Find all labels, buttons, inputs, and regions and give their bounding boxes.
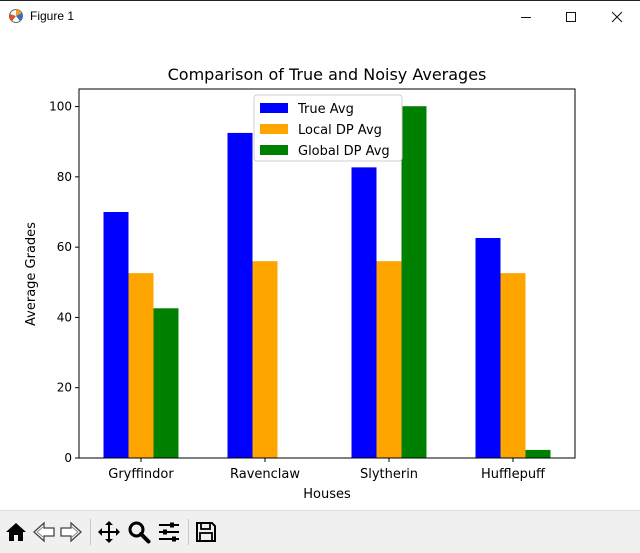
window-title: Figure 1	[30, 9, 75, 23]
x-tick-label: Ravenclaw	[230, 467, 300, 482]
legend-swatch	[260, 145, 288, 155]
minimize-icon	[521, 16, 531, 18]
navigation-toolbar	[0, 510, 640, 553]
window-titlebar: Figure 1	[0, 0, 640, 32]
y-tick-label: 40	[57, 310, 72, 324]
bar-hufflepuff-local-dp-avg	[500, 273, 526, 458]
bar-slytherin-global-dp-avg	[401, 106, 427, 458]
legend-swatch	[260, 103, 288, 113]
legend: True Avg Local DP Avg Global DP Avg	[253, 94, 403, 162]
back-arrow-icon[interactable]	[32, 520, 56, 544]
home-icon[interactable]	[4, 520, 28, 544]
pan-move-icon[interactable]	[97, 520, 121, 544]
bar-ravenclaw-local-dp-avg	[252, 261, 278, 458]
x-axis-label: Houses	[303, 487, 351, 502]
legend-label: Global DP Avg	[298, 144, 390, 159]
close-button[interactable]	[594, 1, 640, 32]
bar-gryffindor-local-dp-avg	[128, 273, 154, 458]
figure-canvas: Comparison of True and Noisy Averages 0 2…	[0, 31, 640, 510]
forward-arrow-icon[interactable]	[59, 520, 83, 544]
toolbar-separator	[188, 519, 189, 545]
matplotlib-app-icon	[9, 9, 23, 23]
save-icon[interactable]	[194, 520, 218, 544]
toolbar-separator	[90, 519, 91, 545]
y-tick-label: 60	[57, 240, 72, 254]
bar-gryffindor-true-avg	[103, 212, 129, 458]
y-tick-label: 0	[64, 451, 72, 465]
bar-hufflepuff-global-dp-avg	[525, 449, 551, 458]
close-icon	[611, 11, 623, 22]
legend-label: True Avg	[297, 102, 354, 117]
minimize-button[interactable]	[503, 1, 549, 32]
bar-ravenclaw-true-avg	[227, 132, 253, 458]
y-tick-label: 80	[57, 170, 72, 184]
plot-frame	[78, 88, 576, 459]
chart-title: Comparison of True and Noisy Averages	[168, 65, 487, 84]
y-tick-label: 100	[49, 100, 72, 114]
y-axis-label: Average Grades	[24, 222, 39, 326]
bar-chart: Comparison of True and Noisy Averages 0 2…	[24, 65, 576, 502]
x-tick-label: Hufflepuff	[481, 467, 546, 482]
maximize-button[interactable]	[548, 1, 594, 32]
bar-gryffindor-global-dp-avg	[153, 308, 179, 458]
bar-slytherin-true-avg	[351, 167, 377, 458]
legend-label: Local DP Avg	[298, 123, 382, 138]
zoom-icon[interactable]	[127, 520, 151, 544]
legend-swatch	[260, 124, 288, 134]
configure-subplots-icon[interactable]	[157, 520, 181, 544]
x-tick-label: Gryffindor	[108, 467, 174, 482]
legend-box	[253, 94, 403, 162]
x-tick-label: Slytherin	[360, 467, 418, 482]
y-tick-label: 20	[57, 381, 72, 395]
bar-slytherin-local-dp-avg	[376, 261, 402, 458]
bar-hufflepuff-true-avg	[475, 238, 501, 458]
maximize-icon	[566, 11, 576, 22]
